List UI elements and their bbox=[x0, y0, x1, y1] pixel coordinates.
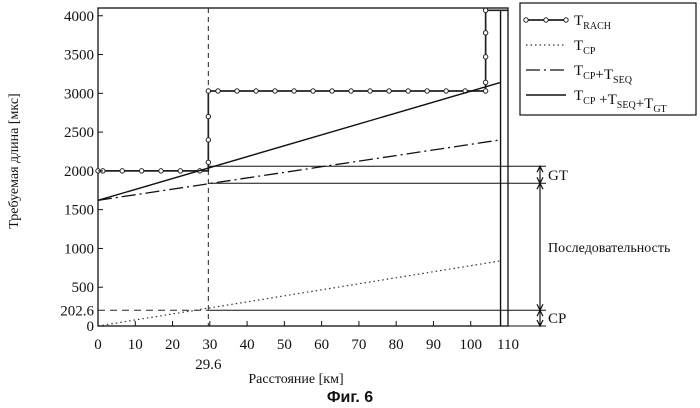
x-tick-label-3: 30 bbox=[202, 337, 217, 353]
legend-text-part: GT bbox=[653, 104, 666, 115]
legend-text-part: +T bbox=[636, 96, 654, 112]
x-special-tick-label: 29.6 bbox=[195, 357, 222, 373]
legend: TRACHTCPTCP+TSEQTCP +TSEQ+TGT bbox=[520, 3, 696, 115]
series-0-point-23 bbox=[444, 89, 448, 93]
series-0-point-20 bbox=[387, 89, 391, 93]
series-0-point-28 bbox=[483, 31, 487, 35]
legend-text-part: CP bbox=[583, 96, 596, 107]
legend-text-part: T bbox=[574, 63, 583, 79]
y-tick-label-1: 500 bbox=[72, 280, 95, 296]
series-line-1 bbox=[98, 261, 501, 326]
x-tick-label-11: 110 bbox=[497, 337, 519, 353]
series-0-point-27 bbox=[483, 55, 487, 59]
figure-caption: Фиг. 6 bbox=[327, 389, 373, 406]
y-tick-label-5: 2500 bbox=[64, 125, 94, 141]
y-tick-label-4: 2000 bbox=[64, 164, 94, 180]
series-0-point-18 bbox=[349, 89, 353, 93]
series-group bbox=[96, 8, 508, 326]
x-tick-label-4: 40 bbox=[240, 337, 255, 353]
x-tick-label-7: 70 bbox=[351, 337, 366, 353]
y-tick-label-8: 4000 bbox=[64, 9, 94, 25]
legend-marker-2 bbox=[564, 18, 568, 22]
series-0-point-25 bbox=[483, 89, 487, 93]
series-0-point-14 bbox=[273, 89, 277, 93]
y-tick-label-0: 0 bbox=[87, 319, 95, 335]
series-0-point-4 bbox=[159, 169, 163, 173]
legend-text-part: SEQ bbox=[613, 75, 633, 86]
bracket-label-0: GT bbox=[548, 168, 568, 184]
legend-text-part: SEQ bbox=[617, 100, 637, 111]
legend-text-part: RACH bbox=[583, 21, 611, 32]
x-tick-label-10: 100 bbox=[459, 337, 482, 353]
series-0-point-2 bbox=[120, 169, 124, 173]
y-tick-label-6: 3000 bbox=[64, 86, 94, 102]
series-0-point-10 bbox=[206, 89, 210, 93]
bracket-label-2: CP bbox=[548, 311, 566, 327]
legend-text-part: +T bbox=[595, 67, 613, 83]
x-tick-label-6: 60 bbox=[314, 337, 329, 353]
series-0-point-21 bbox=[406, 89, 410, 93]
y-special-tick-label: 202.6 bbox=[60, 303, 94, 319]
legend-text-part: T bbox=[574, 13, 583, 29]
legend-text-part: T bbox=[574, 38, 583, 54]
series-line-3 bbox=[98, 82, 501, 200]
series-0-point-16 bbox=[311, 89, 315, 93]
legend-text-part: T bbox=[574, 88, 583, 104]
x-tick-label-2: 20 bbox=[165, 337, 180, 353]
plot-frame bbox=[98, 8, 508, 326]
y-tick-label-3: 1500 bbox=[64, 203, 94, 219]
series-0-point-26 bbox=[483, 80, 487, 84]
y-tick-label-2: 1000 bbox=[64, 241, 94, 257]
legend-marker-1 bbox=[544, 18, 548, 22]
x-tick-label-8: 80 bbox=[389, 337, 404, 353]
x-axis-label: Расстояние [км] bbox=[248, 372, 343, 387]
x-tick-label-1: 10 bbox=[128, 337, 143, 353]
series-0-point-11 bbox=[216, 89, 220, 93]
x-tick-label-9: 90 bbox=[426, 337, 441, 353]
legend-text-part: CP bbox=[583, 46, 596, 57]
series-0-point-22 bbox=[425, 89, 429, 93]
y-axis-label: Требуемая длина [мкс] bbox=[7, 93, 22, 228]
series-0-point-29 bbox=[483, 8, 487, 12]
series-0-point-3 bbox=[139, 169, 143, 173]
legend-text-part: CP bbox=[583, 71, 596, 82]
series-0-point-8 bbox=[206, 138, 210, 142]
y-tick-label-7: 3500 bbox=[64, 48, 94, 64]
series-0-point-5 bbox=[178, 169, 182, 173]
series-0-point-12 bbox=[235, 89, 239, 93]
series-0-point-19 bbox=[368, 89, 372, 93]
series-0-point-15 bbox=[292, 89, 296, 93]
x-tick-label-0: 0 bbox=[94, 337, 102, 353]
legend-text-part: +T bbox=[595, 92, 616, 108]
x-tick-label-5: 50 bbox=[277, 337, 292, 353]
series-0-point-9 bbox=[206, 114, 210, 118]
series-0-point-7 bbox=[206, 160, 210, 164]
series-0-point-13 bbox=[254, 89, 258, 93]
bracket-label-1: Последовательность bbox=[548, 241, 670, 256]
legend-marker-0 bbox=[524, 18, 528, 22]
series-0-point-17 bbox=[330, 89, 334, 93]
